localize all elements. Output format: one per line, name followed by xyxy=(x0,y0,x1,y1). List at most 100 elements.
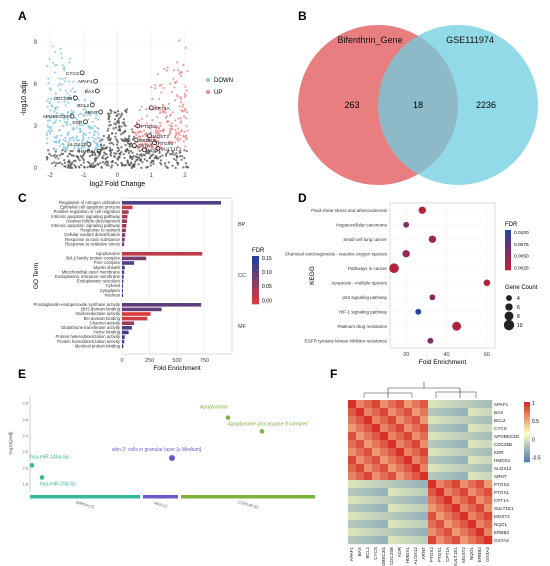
x-tick-label: 250 xyxy=(145,358,154,364)
labeled-gene-point xyxy=(86,141,92,147)
go-term-label: Myelin sheath xyxy=(93,265,120,270)
data-point xyxy=(154,126,158,130)
heatmap-cell xyxy=(356,512,365,521)
colorbar-segment xyxy=(252,260,259,264)
data-point xyxy=(184,46,187,49)
kegg-term-label: Pathways in cancer xyxy=(348,266,388,271)
heatmap-cell xyxy=(476,464,485,473)
data-point xyxy=(62,138,65,141)
go-term-label: Cytoplasm xyxy=(100,288,121,293)
heatmap-cell xyxy=(436,416,445,425)
data-point xyxy=(178,134,181,137)
data-point xyxy=(159,124,162,128)
heatmap-cell xyxy=(484,536,493,545)
heatmap-cell xyxy=(428,536,437,545)
data-point xyxy=(71,87,74,90)
data-point xyxy=(90,163,93,166)
data-point xyxy=(47,97,50,100)
data-point xyxy=(139,138,142,141)
y-axis-label: GO Term xyxy=(33,263,40,289)
go-term-label: BH3 domain binding xyxy=(81,307,120,312)
kegg-term-label: HIF-1 signaling pathway xyxy=(339,309,388,314)
data-point xyxy=(122,140,126,143)
heatmap-cell xyxy=(396,400,405,409)
heatmap-cell xyxy=(484,416,493,425)
data-point xyxy=(49,127,52,130)
row-gene-label: APAF1 xyxy=(494,402,509,407)
data-point xyxy=(62,146,65,149)
heatmap-cell xyxy=(444,472,453,481)
data-point xyxy=(120,133,123,136)
heatmap-cell xyxy=(436,480,445,489)
row-gene-label: CYCS xyxy=(494,426,507,431)
heatmap-cell xyxy=(388,440,397,449)
data-point xyxy=(149,124,153,127)
heatmap-cell xyxy=(388,400,397,409)
data-point xyxy=(55,63,58,67)
data-point xyxy=(101,156,104,159)
data-point xyxy=(61,83,64,86)
data-point xyxy=(56,105,59,109)
heatmap-cell xyxy=(396,520,405,529)
data-point xyxy=(144,141,147,145)
legend-label: UP xyxy=(214,90,222,96)
heatmap-cell xyxy=(468,512,477,521)
data-point xyxy=(76,155,79,158)
colorbar-segment xyxy=(524,402,530,405)
facet-label: MF xyxy=(238,324,247,330)
colorbar-segment xyxy=(252,265,259,269)
data-point xyxy=(46,137,49,140)
heatmap-cell xyxy=(356,424,365,433)
data-point xyxy=(149,161,152,164)
data-point xyxy=(110,166,113,169)
data-point xyxy=(96,131,99,134)
heatmap-cell xyxy=(468,448,477,457)
go-term-label: Pore complex xyxy=(94,260,121,265)
heatmap-cell xyxy=(356,504,365,513)
data-point xyxy=(47,129,50,132)
heatmap-cell xyxy=(452,536,461,545)
heatmap-cell xyxy=(396,416,405,425)
heatmap-cell xyxy=(412,528,421,537)
data-point xyxy=(54,108,57,111)
heatmap-cell xyxy=(348,448,357,457)
data-point xyxy=(91,153,94,156)
colorbar-segment xyxy=(524,434,530,438)
go-term-label: Prostaglandin-endoperoxide synthase acti… xyxy=(34,302,121,307)
data-point xyxy=(142,140,145,143)
data-point xyxy=(122,153,125,156)
go-bar xyxy=(122,284,123,288)
data-point xyxy=(83,143,86,146)
heatmap-cell xyxy=(452,416,461,425)
data-point xyxy=(158,151,161,155)
heatmap-cell xyxy=(476,456,485,465)
panel-letter-b: B xyxy=(298,9,307,23)
colorbar-segment xyxy=(505,240,511,243)
go-bar xyxy=(122,224,127,228)
data-point xyxy=(81,157,84,160)
colorbar-tick-label: 0.0025 xyxy=(514,265,529,271)
heatmap-cell xyxy=(404,416,413,425)
data-point xyxy=(172,68,175,72)
data-point xyxy=(118,149,121,152)
labeled-gene-point xyxy=(89,102,95,108)
heatmap-cell xyxy=(372,432,381,441)
heatmap-cell xyxy=(484,528,493,537)
row-gene-label: KDR xyxy=(494,450,504,455)
data-point xyxy=(175,61,179,64)
legend-label: DOWN xyxy=(214,78,233,84)
data-point xyxy=(53,140,56,144)
heatmap-cell xyxy=(436,504,445,513)
colorbar-segment xyxy=(252,256,259,259)
heatmap-cell xyxy=(484,504,493,513)
heatmap-cell xyxy=(468,520,477,529)
data-point xyxy=(59,47,62,50)
data-point xyxy=(122,118,125,121)
data-point xyxy=(70,137,73,140)
data-point xyxy=(63,117,66,120)
heatmap-cell xyxy=(356,416,365,425)
heatmap-cell xyxy=(420,512,429,521)
colorbar-segment xyxy=(252,275,259,278)
go-term-label: Apoptosome xyxy=(96,251,121,256)
colorbar-segment xyxy=(524,412,530,415)
